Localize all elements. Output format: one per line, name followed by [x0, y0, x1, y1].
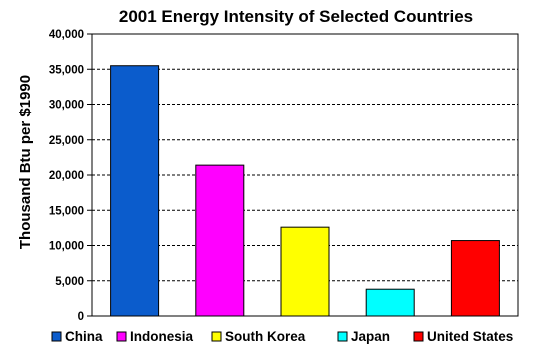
legend-swatch	[337, 331, 348, 342]
y-tick-label: 5,000	[55, 276, 84, 288]
bar-japan	[365, 288, 415, 317]
legend-label: Indonesia	[130, 329, 194, 344]
bar-south-korea	[280, 226, 330, 317]
y-tick-label: 10,000	[49, 241, 84, 253]
bar-indonesia	[195, 164, 245, 317]
y-tick-label: 15,000	[49, 205, 84, 217]
y-axis-label: Thousand Btu per $1990	[17, 75, 34, 249]
legend: China Indonesia South Korea Japan United Sta…	[51, 329, 513, 344]
legend-swatch	[211, 331, 222, 342]
y-tick-label: 40,000	[49, 29, 84, 41]
y-axis-ticks: 0 5,000 10,000 15,000 20,000 25,000 30,000 35,0…	[49, 29, 92, 323]
legend-swatch	[413, 331, 424, 342]
y-tick-label: 0	[78, 311, 84, 323]
legend-swatch	[116, 331, 127, 342]
legend-swatch	[51, 331, 62, 342]
legend-label: South Korea	[225, 329, 306, 344]
grid-lines	[92, 68, 518, 282]
legend-label: United States	[427, 329, 513, 344]
bar-united-states	[450, 240, 500, 317]
legend-label: Japan	[351, 329, 390, 344]
legend-label: China	[65, 329, 103, 344]
chart-title: 2001 Energy Intensity of Selected Countr…	[119, 7, 473, 26]
y-tick-label: 25,000	[49, 135, 84, 147]
y-tick-label: 20,000	[49, 170, 84, 182]
bars	[110, 65, 500, 317]
y-tick-label: 30,000	[49, 100, 84, 112]
y-tick-label: 35,000	[49, 64, 84, 76]
bar-china	[110, 65, 160, 317]
